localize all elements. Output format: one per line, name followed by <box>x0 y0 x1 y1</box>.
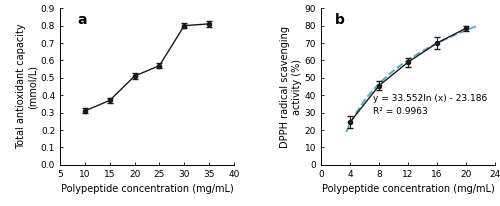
X-axis label: Polypeptide concentration (mg/mL): Polypeptide concentration (mg/mL) <box>322 184 494 194</box>
Text: a: a <box>78 13 87 27</box>
Y-axis label: DPPH radical scavenging
activity (%): DPPH radical scavenging activity (%) <box>280 26 302 147</box>
Y-axis label: Total antioxidant capacity
(mmol/L): Total antioxidant capacity (mmol/L) <box>16 24 38 149</box>
Text: y = 33.552ln (x) - 23.186
R² = 0.9963: y = 33.552ln (x) - 23.186 R² = 0.9963 <box>373 94 488 116</box>
Text: b: b <box>335 13 345 27</box>
X-axis label: Polypeptide concentration (mg/mL): Polypeptide concentration (mg/mL) <box>60 184 234 194</box>
